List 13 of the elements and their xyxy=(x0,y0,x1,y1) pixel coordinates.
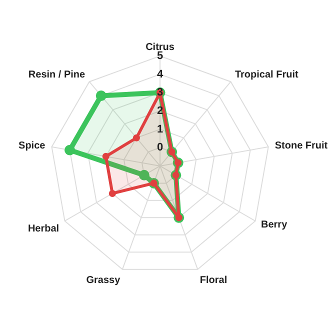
spoke-label: Stone Fruit xyxy=(274,140,328,152)
spoke-label: Herbal xyxy=(28,224,60,235)
spoke-label: Berry xyxy=(261,219,288,230)
y-tick-label: 3 xyxy=(156,86,164,99)
spoke-label: Resin / Pine xyxy=(28,69,86,80)
y-tick-label: 4 xyxy=(156,68,164,80)
spoke-label: Floral xyxy=(200,274,228,286)
spoke-label: Spice xyxy=(18,140,46,152)
y-tick-label: 5 xyxy=(156,50,164,62)
y-tick-label: 0 xyxy=(156,142,164,154)
spoke-label: Tropical Fruit xyxy=(234,69,299,80)
spoke-label: Grassy xyxy=(86,274,121,286)
y-tick-label: 1 xyxy=(156,123,164,136)
